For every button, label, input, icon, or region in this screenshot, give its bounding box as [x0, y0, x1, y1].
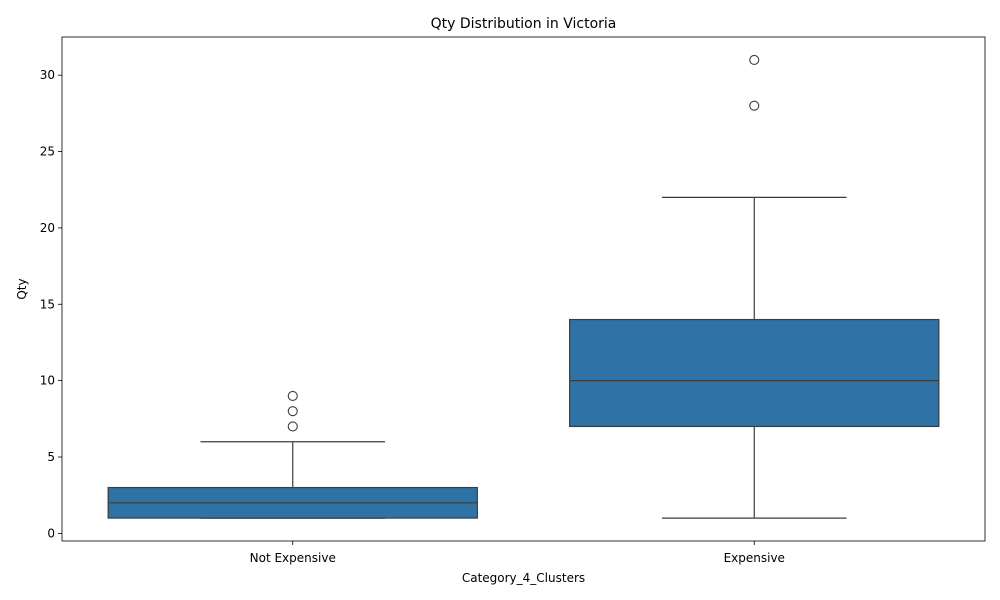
y-tick-label: 30	[40, 68, 55, 82]
x-tick-label: Not Expensive	[250, 551, 336, 565]
outlier-point	[287, 390, 298, 401]
outlier-point	[749, 100, 760, 111]
y-tick-label: 15	[40, 297, 55, 311]
box-1	[107, 390, 478, 519]
chart-title: Qty Distribution in Victoria	[431, 16, 617, 32]
y-tick-label: 20	[40, 221, 55, 235]
y-tick-label: 10	[40, 374, 55, 388]
y-axis: 0 5 10 15 20 25 30	[40, 68, 62, 540]
outlier-point	[287, 421, 298, 432]
y-tick-label: 5	[47, 450, 55, 464]
y-tick-label: 25	[40, 145, 55, 159]
y-axis-label: Qty	[15, 278, 29, 299]
box-2	[569, 54, 940, 519]
outlier-point	[287, 406, 298, 417]
x-tick-label: Expensive	[724, 551, 785, 565]
plot-frame	[61, 36, 986, 542]
box-group	[107, 54, 940, 519]
outlier-point	[749, 54, 760, 65]
y-tick-label: 0	[47, 526, 55, 540]
iqr-box	[569, 318, 940, 428]
x-axis: Not Expensive Expensive	[250, 541, 785, 565]
x-axis-label: Category_4_Clusters	[462, 571, 585, 585]
